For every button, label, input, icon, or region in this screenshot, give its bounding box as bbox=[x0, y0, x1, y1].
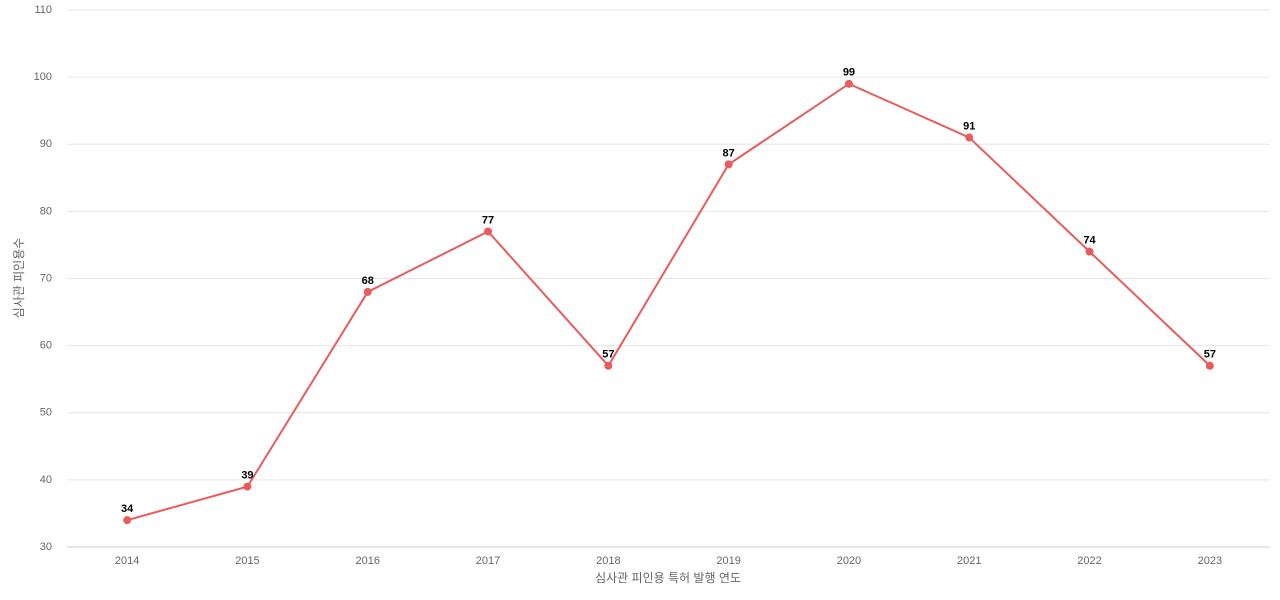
point bbox=[1085, 247, 1094, 256]
point bbox=[123, 516, 132, 525]
y-tick-label: 110 bbox=[34, 4, 52, 16]
x-axis-title: 심사관 피인용 특허 발행 연도 bbox=[595, 570, 741, 585]
y-tick-label: 70 bbox=[40, 272, 52, 284]
y-tick-label: 40 bbox=[40, 474, 52, 486]
x-tick-label: 2015 bbox=[235, 555, 259, 567]
value-label: 57 bbox=[1204, 349, 1216, 361]
y-tick-label: 100 bbox=[34, 71, 52, 83]
point bbox=[363, 287, 372, 296]
value-label: 34 bbox=[121, 503, 134, 515]
value-label: 91 bbox=[963, 120, 975, 132]
value-label: 68 bbox=[362, 275, 374, 287]
x-tick-label: 2014 bbox=[115, 555, 139, 567]
point bbox=[484, 227, 493, 236]
x-tick-label: 2022 bbox=[1077, 555, 1101, 567]
y-tick-label: 30 bbox=[40, 541, 52, 553]
point bbox=[1205, 361, 1214, 370]
x-tick-label: 2019 bbox=[716, 555, 740, 567]
value-label: 74 bbox=[1083, 235, 1096, 247]
point bbox=[724, 160, 733, 169]
y-axis-title: 심사관 피인용수 bbox=[12, 238, 26, 319]
point bbox=[243, 482, 252, 491]
x-tick-label: 2021 bbox=[957, 555, 981, 567]
y-tick-label: 60 bbox=[40, 340, 52, 352]
x-tick-label: 2017 bbox=[476, 555, 500, 567]
value-label: 57 bbox=[602, 349, 614, 361]
point bbox=[965, 133, 974, 142]
value-label: 77 bbox=[482, 214, 494, 226]
value-label: 39 bbox=[241, 469, 253, 481]
x-tick-label: 2020 bbox=[837, 555, 861, 567]
x-tick-label: 2018 bbox=[596, 555, 620, 567]
y-tick-label: 90 bbox=[40, 138, 52, 150]
y-tick-label: 50 bbox=[40, 407, 52, 419]
value-label: 99 bbox=[843, 67, 855, 79]
point bbox=[844, 79, 853, 88]
point bbox=[604, 361, 613, 370]
y-tick-label: 80 bbox=[40, 205, 52, 217]
line bbox=[126, 82, 1211, 522]
x-tick-label: 2023 bbox=[1198, 555, 1222, 567]
value-label: 87 bbox=[723, 147, 735, 159]
x-tick-label: 2016 bbox=[356, 555, 380, 567]
